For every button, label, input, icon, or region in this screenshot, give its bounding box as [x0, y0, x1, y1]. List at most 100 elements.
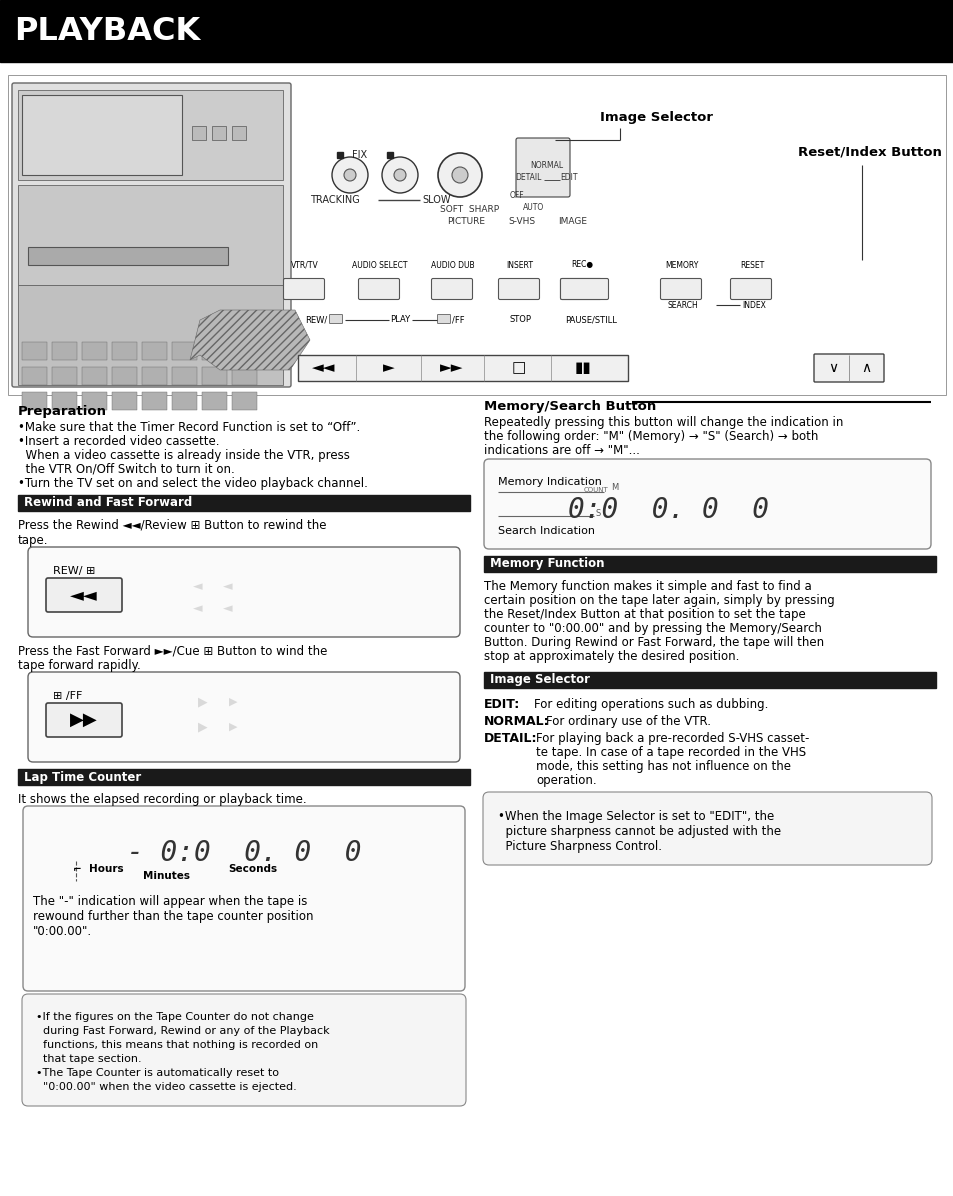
- Bar: [297, 355, 627, 382]
- Text: PLAY: PLAY: [390, 316, 410, 324]
- Text: Rewind and Fast Forward: Rewind and Fast Forward: [24, 496, 193, 509]
- Text: TRACKING: TRACKING: [310, 195, 359, 205]
- Text: •Turn the TV set on and select the video playback channel.: •Turn the TV set on and select the video…: [18, 477, 368, 490]
- Text: •Insert a recorded video cassette.: •Insert a recorded video cassette.: [18, 435, 219, 448]
- FancyBboxPatch shape: [28, 547, 459, 637]
- Text: REW/ ⊞: REW/ ⊞: [53, 566, 95, 576]
- Text: When a video cassette is already inside the VTR, press: When a video cassette is already inside …: [18, 448, 350, 462]
- FancyBboxPatch shape: [28, 672, 459, 762]
- Circle shape: [437, 153, 481, 197]
- Text: Lap Time Counter: Lap Time Counter: [24, 770, 141, 783]
- Text: during Fast Forward, Rewind or any of the Playback: during Fast Forward, Rewind or any of th…: [36, 1026, 330, 1036]
- Text: ▮▮: ▮▮: [574, 360, 591, 376]
- FancyBboxPatch shape: [12, 83, 291, 388]
- Text: FIX: FIX: [352, 150, 367, 160]
- Text: □: □: [511, 360, 526, 376]
- Text: Memory Indication: Memory Indication: [497, 477, 601, 487]
- FancyBboxPatch shape: [560, 279, 601, 299]
- Text: S: S: [596, 509, 600, 519]
- Text: /FF: /FF: [452, 316, 464, 324]
- Text: te tape. In case of a tape recorded in the VHS: te tape. In case of a tape recorded in t…: [536, 746, 805, 759]
- Bar: [142, 342, 167, 360]
- Text: PICTURE: PICTURE: [447, 218, 484, 226]
- Text: SEARCH: SEARCH: [667, 300, 698, 310]
- Bar: [22, 392, 47, 410]
- Bar: [116, 289, 132, 300]
- Text: SOFT  SHARP: SOFT SHARP: [439, 206, 498, 214]
- Text: DETAIL:: DETAIL:: [483, 732, 537, 745]
- Text: AUTO: AUTO: [522, 202, 543, 212]
- Bar: [0, 0, 953, 62]
- Text: SLOW: SLOW: [421, 195, 450, 205]
- Text: •The Tape Counter is automatically reset to: •The Tape Counter is automatically reset…: [36, 1068, 278, 1078]
- Text: ◄: ◄: [193, 580, 203, 593]
- Text: IMAGE: IMAGE: [558, 218, 586, 226]
- Text: Seconds: Seconds: [228, 864, 276, 874]
- FancyBboxPatch shape: [283, 279, 324, 299]
- Circle shape: [344, 169, 355, 181]
- FancyBboxPatch shape: [498, 279, 539, 299]
- Text: For editing operations such as dubbing.: For editing operations such as dubbing.: [534, 698, 767, 710]
- Text: REW/: REW/: [305, 316, 327, 324]
- Text: ▶: ▶: [198, 720, 208, 733]
- Bar: [18, 495, 470, 511]
- Text: Button. During Rewind or Fast Forward, the tape will then: Button. During Rewind or Fast Forward, t…: [483, 636, 823, 649]
- Text: stop at approximately the desired position.: stop at approximately the desired positi…: [483, 649, 739, 663]
- Text: Image Selector: Image Selector: [599, 111, 712, 124]
- Text: tape.: tape.: [18, 533, 49, 547]
- Text: Picture Sharpness Control.: Picture Sharpness Control.: [497, 840, 661, 853]
- Text: MEMORY: MEMORY: [664, 261, 698, 269]
- Text: REC●: REC●: [571, 261, 593, 269]
- Text: ▶: ▶: [229, 697, 237, 707]
- Circle shape: [452, 167, 468, 183]
- Text: The "-" indication will appear when the tape is: The "-" indication will appear when the …: [33, 895, 307, 908]
- Text: AUDIO SELECT: AUDIO SELECT: [352, 261, 407, 269]
- Text: the VTR On/Off Switch to turn it on.: the VTR On/Off Switch to turn it on.: [18, 463, 234, 476]
- Text: S-VHS: S-VHS: [507, 218, 535, 226]
- Text: DETAIL: DETAIL: [515, 173, 540, 183]
- Text: ►: ►: [383, 360, 395, 376]
- Bar: [202, 367, 227, 385]
- Bar: [18, 285, 283, 385]
- Text: •If the figures on the Tape Counter do not change: •If the figures on the Tape Counter do n…: [36, 1012, 314, 1023]
- Bar: [232, 392, 256, 410]
- Text: ◄◄: ◄◄: [312, 360, 335, 376]
- Text: Press the Rewind ◄◄/Review ⊞ Button to rewind the: Press the Rewind ◄◄/Review ⊞ Button to r…: [18, 519, 326, 532]
- Text: INSERT: INSERT: [506, 261, 533, 269]
- Bar: [172, 367, 196, 385]
- Text: For playing back a pre-recorded S-VHS casset-: For playing back a pre-recorded S-VHS ca…: [536, 732, 808, 745]
- Text: ◄: ◄: [193, 603, 203, 616]
- Text: that tape section.: that tape section.: [36, 1054, 141, 1064]
- FancyBboxPatch shape: [358, 279, 399, 299]
- Text: ▶▶: ▶▶: [71, 710, 98, 730]
- Text: functions, this means that nothing is recorded on: functions, this means that nothing is re…: [36, 1041, 318, 1050]
- Bar: [28, 248, 228, 266]
- Bar: [28, 289, 44, 300]
- Bar: [52, 342, 77, 360]
- Text: STOP: STOP: [510, 316, 532, 324]
- Text: M: M: [610, 483, 618, 493]
- Bar: [82, 342, 107, 360]
- Text: operation.: operation.: [536, 774, 596, 787]
- Bar: [212, 126, 226, 140]
- Text: ►►: ►►: [439, 360, 463, 376]
- Polygon shape: [190, 310, 310, 370]
- Text: Repeatedly pressing this button will change the indication in: Repeatedly pressing this button will cha…: [483, 416, 842, 429]
- Text: NORMAL: NORMAL: [530, 160, 562, 170]
- Text: indications are off → "M"...: indications are off → "M"...: [483, 444, 639, 457]
- Bar: [18, 90, 283, 181]
- Text: "0:00.00" when the video cassette is ejected.: "0:00.00" when the video cassette is eje…: [36, 1082, 296, 1092]
- Bar: [82, 367, 107, 385]
- Bar: [18, 769, 470, 785]
- Text: For ordinary use of the VTR.: For ordinary use of the VTR.: [545, 715, 710, 728]
- Text: ▶: ▶: [198, 696, 208, 708]
- FancyBboxPatch shape: [483, 459, 930, 549]
- FancyBboxPatch shape: [437, 315, 450, 323]
- Bar: [202, 392, 227, 410]
- Bar: [160, 289, 175, 300]
- Bar: [8, 75, 945, 395]
- Bar: [483, 672, 935, 688]
- FancyBboxPatch shape: [46, 578, 122, 612]
- Bar: [22, 94, 182, 175]
- Text: rewound further than the tape counter position: rewound further than the tape counter po…: [33, 910, 314, 923]
